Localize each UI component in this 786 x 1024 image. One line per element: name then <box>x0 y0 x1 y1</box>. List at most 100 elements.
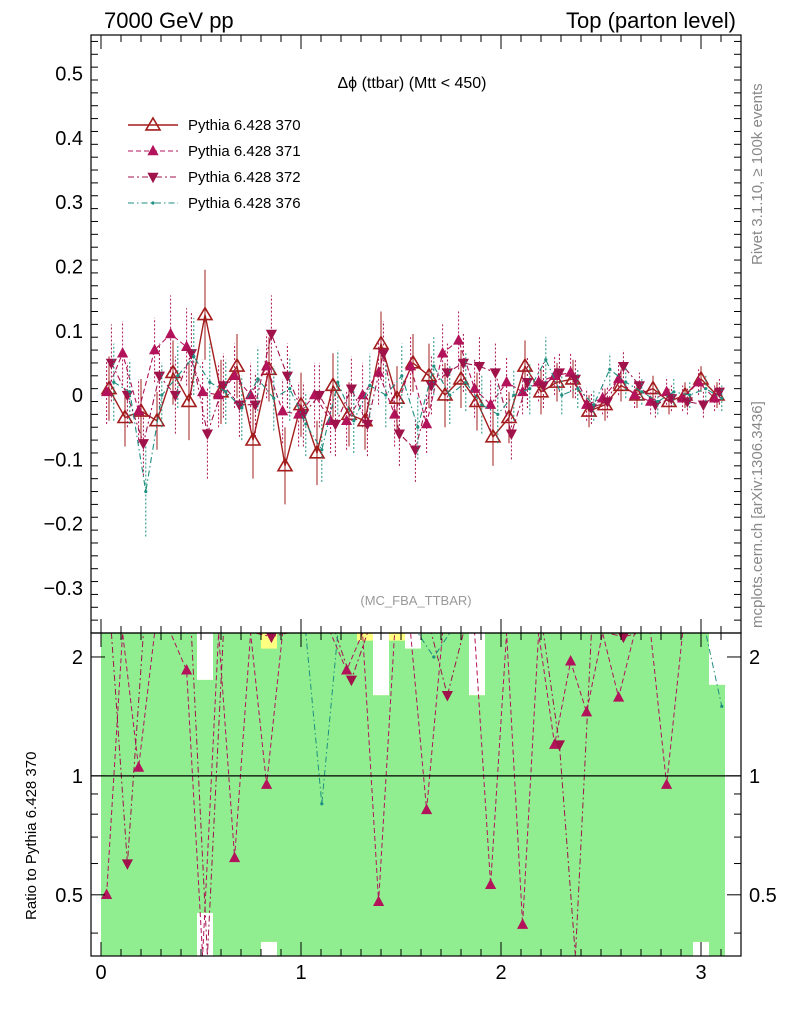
ratio-band-green-bin <box>389 640 405 956</box>
data-point <box>469 382 481 393</box>
legend-label: Pythia 6.428 371 <box>188 143 301 160</box>
ratio-band-green-bin <box>133 633 149 956</box>
y-tick-label: 0.3 <box>55 192 83 214</box>
data-point <box>697 400 709 412</box>
ratio-point <box>661 778 673 789</box>
data-point <box>105 358 117 370</box>
data-point <box>421 417 433 429</box>
data-point <box>304 422 308 426</box>
data-point <box>384 393 388 397</box>
ratio-band-green-bin <box>549 633 565 956</box>
main-series-3 <box>105 295 725 482</box>
ratio-point <box>517 918 529 929</box>
data-point <box>101 385 113 397</box>
ratio-band-green-bin <box>453 633 469 956</box>
ratio-point <box>553 740 565 751</box>
data-point <box>688 393 692 397</box>
data-point <box>112 380 116 384</box>
data-point <box>160 393 164 397</box>
data-point <box>704 387 708 391</box>
ratio-band-green-bin <box>149 633 165 956</box>
legend: Pythia 6.428 370 Pythia 6.428 371 Pythia 6… <box>128 116 301 212</box>
data-point <box>116 409 134 424</box>
data-point <box>181 340 193 352</box>
data-point <box>149 343 161 355</box>
data-point <box>464 380 468 384</box>
ratio-band-green-bin <box>357 640 373 956</box>
data-point <box>281 371 293 383</box>
analysis-watermark: (MC_FBA_TTBAR) <box>360 593 471 608</box>
ratio-point <box>133 761 145 772</box>
y-tick-label: −0.2 <box>44 514 83 536</box>
ratio-band-green-bin <box>309 633 325 956</box>
data-point <box>624 380 628 384</box>
data-point <box>601 397 613 408</box>
ratio-point <box>181 664 193 675</box>
legend-marker <box>151 201 155 205</box>
data-point <box>148 412 166 427</box>
data-point <box>208 380 212 384</box>
ratio-point <box>229 851 241 863</box>
data-point <box>521 378 533 389</box>
ratio-band-green-bin <box>277 633 293 956</box>
data-point <box>585 403 597 415</box>
data-point <box>661 385 673 397</box>
data-point <box>480 403 484 407</box>
ratio-point <box>373 895 385 907</box>
ratio-band-green-bin <box>117 633 133 956</box>
y-tick-label: −0.1 <box>44 449 83 471</box>
data-point <box>272 396 276 400</box>
data-point <box>240 406 244 410</box>
data-point <box>292 396 310 411</box>
ratio-point <box>261 778 273 789</box>
data-point <box>164 364 182 379</box>
ratio-point <box>101 888 113 900</box>
y-tick-label: 0.5 <box>55 64 83 86</box>
ratio-point <box>266 633 277 644</box>
ratio-band-green-bin <box>517 633 533 956</box>
data-point <box>453 334 465 345</box>
ratio-series-line <box>110 633 720 956</box>
ratio-point <box>565 655 577 666</box>
ratio-y-tick-label: 1 <box>72 766 83 788</box>
data-point <box>393 429 405 440</box>
data-point <box>256 377 260 381</box>
ratio-band-green-bin <box>613 633 629 956</box>
main-series-layer <box>100 269 726 537</box>
data-point <box>276 457 294 472</box>
data-point <box>169 390 181 402</box>
data-point <box>128 390 132 394</box>
data-point <box>489 368 501 379</box>
data-point <box>512 393 516 397</box>
data-point <box>448 393 452 397</box>
x-tick-label: 3 <box>695 962 706 984</box>
data-point <box>229 369 241 380</box>
ratio-band-green-bin <box>325 633 341 956</box>
main-series-2 <box>101 295 721 453</box>
data-point <box>608 367 612 371</box>
ratio-y-tick-label-right: 2 <box>749 647 760 669</box>
ratio-point <box>121 859 133 870</box>
ratio-y-tick-label: 0.5 <box>55 885 83 907</box>
ratio-series-3 <box>113 633 724 806</box>
legend-label: Pythia 6.428 372 <box>188 169 301 186</box>
y-tick-label: −0.3 <box>44 578 83 600</box>
ratio-band-green-bin <box>101 633 117 956</box>
data-point <box>505 429 517 440</box>
ratio-plot-frame <box>90 632 742 957</box>
data-point <box>452 370 470 385</box>
data-point <box>473 361 485 373</box>
ratio-band-green-bin <box>293 633 309 956</box>
data-point <box>612 376 630 392</box>
data-point <box>201 429 213 440</box>
data-point <box>548 373 566 388</box>
data-point <box>352 419 356 423</box>
data-point <box>425 381 437 392</box>
legend-marker <box>144 116 162 131</box>
ratio-ylabel: Ratio to Pythia 6.428 370 <box>23 752 40 920</box>
data-point <box>432 364 436 368</box>
data-point <box>436 386 454 401</box>
ratio-uncertainty-band <box>101 633 725 956</box>
data-point <box>644 380 662 395</box>
